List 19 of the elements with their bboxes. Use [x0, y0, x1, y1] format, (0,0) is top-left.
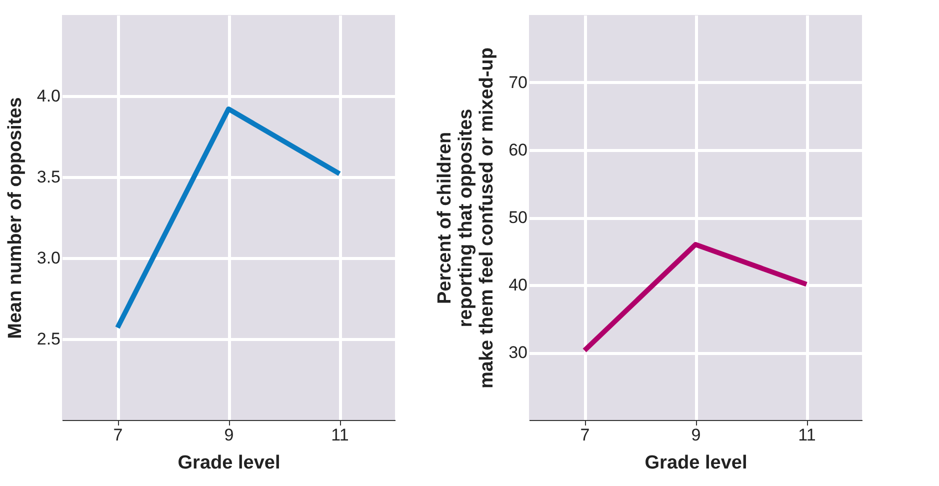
y-axis-title: Mean number of opposites [4, 97, 26, 339]
x-tick-label: 9 [691, 426, 701, 444]
y-tick-label: 70 [508, 73, 528, 92]
x-tick-label: 7 [580, 426, 590, 444]
x-tick-label: 11 [331, 426, 349, 444]
x-axis-title: Grade level [644, 452, 748, 474]
x-axis-title: Grade level [178, 452, 280, 474]
y-tick-label: 4.0 [36, 86, 60, 106]
y-tick-label: 3.0 [36, 248, 60, 268]
y-tick-label: 50 [508, 208, 528, 227]
y-tick-label: 3.5 [36, 168, 60, 186]
x-tick-label: 9 [224, 426, 234, 444]
y-tick-label: 40 [508, 276, 528, 294]
x-tick-label: 7 [113, 426, 123, 444]
y-tick-label: 2.5 [36, 330, 60, 348]
y-tick-label: 60 [508, 140, 528, 160]
y-axis-title: Percent of children reporting that opposites make them feel confused or mixed-up [434, 47, 498, 389]
y-tick-label: 30 [508, 343, 528, 362]
x-tick-label: 11 [798, 426, 816, 444]
